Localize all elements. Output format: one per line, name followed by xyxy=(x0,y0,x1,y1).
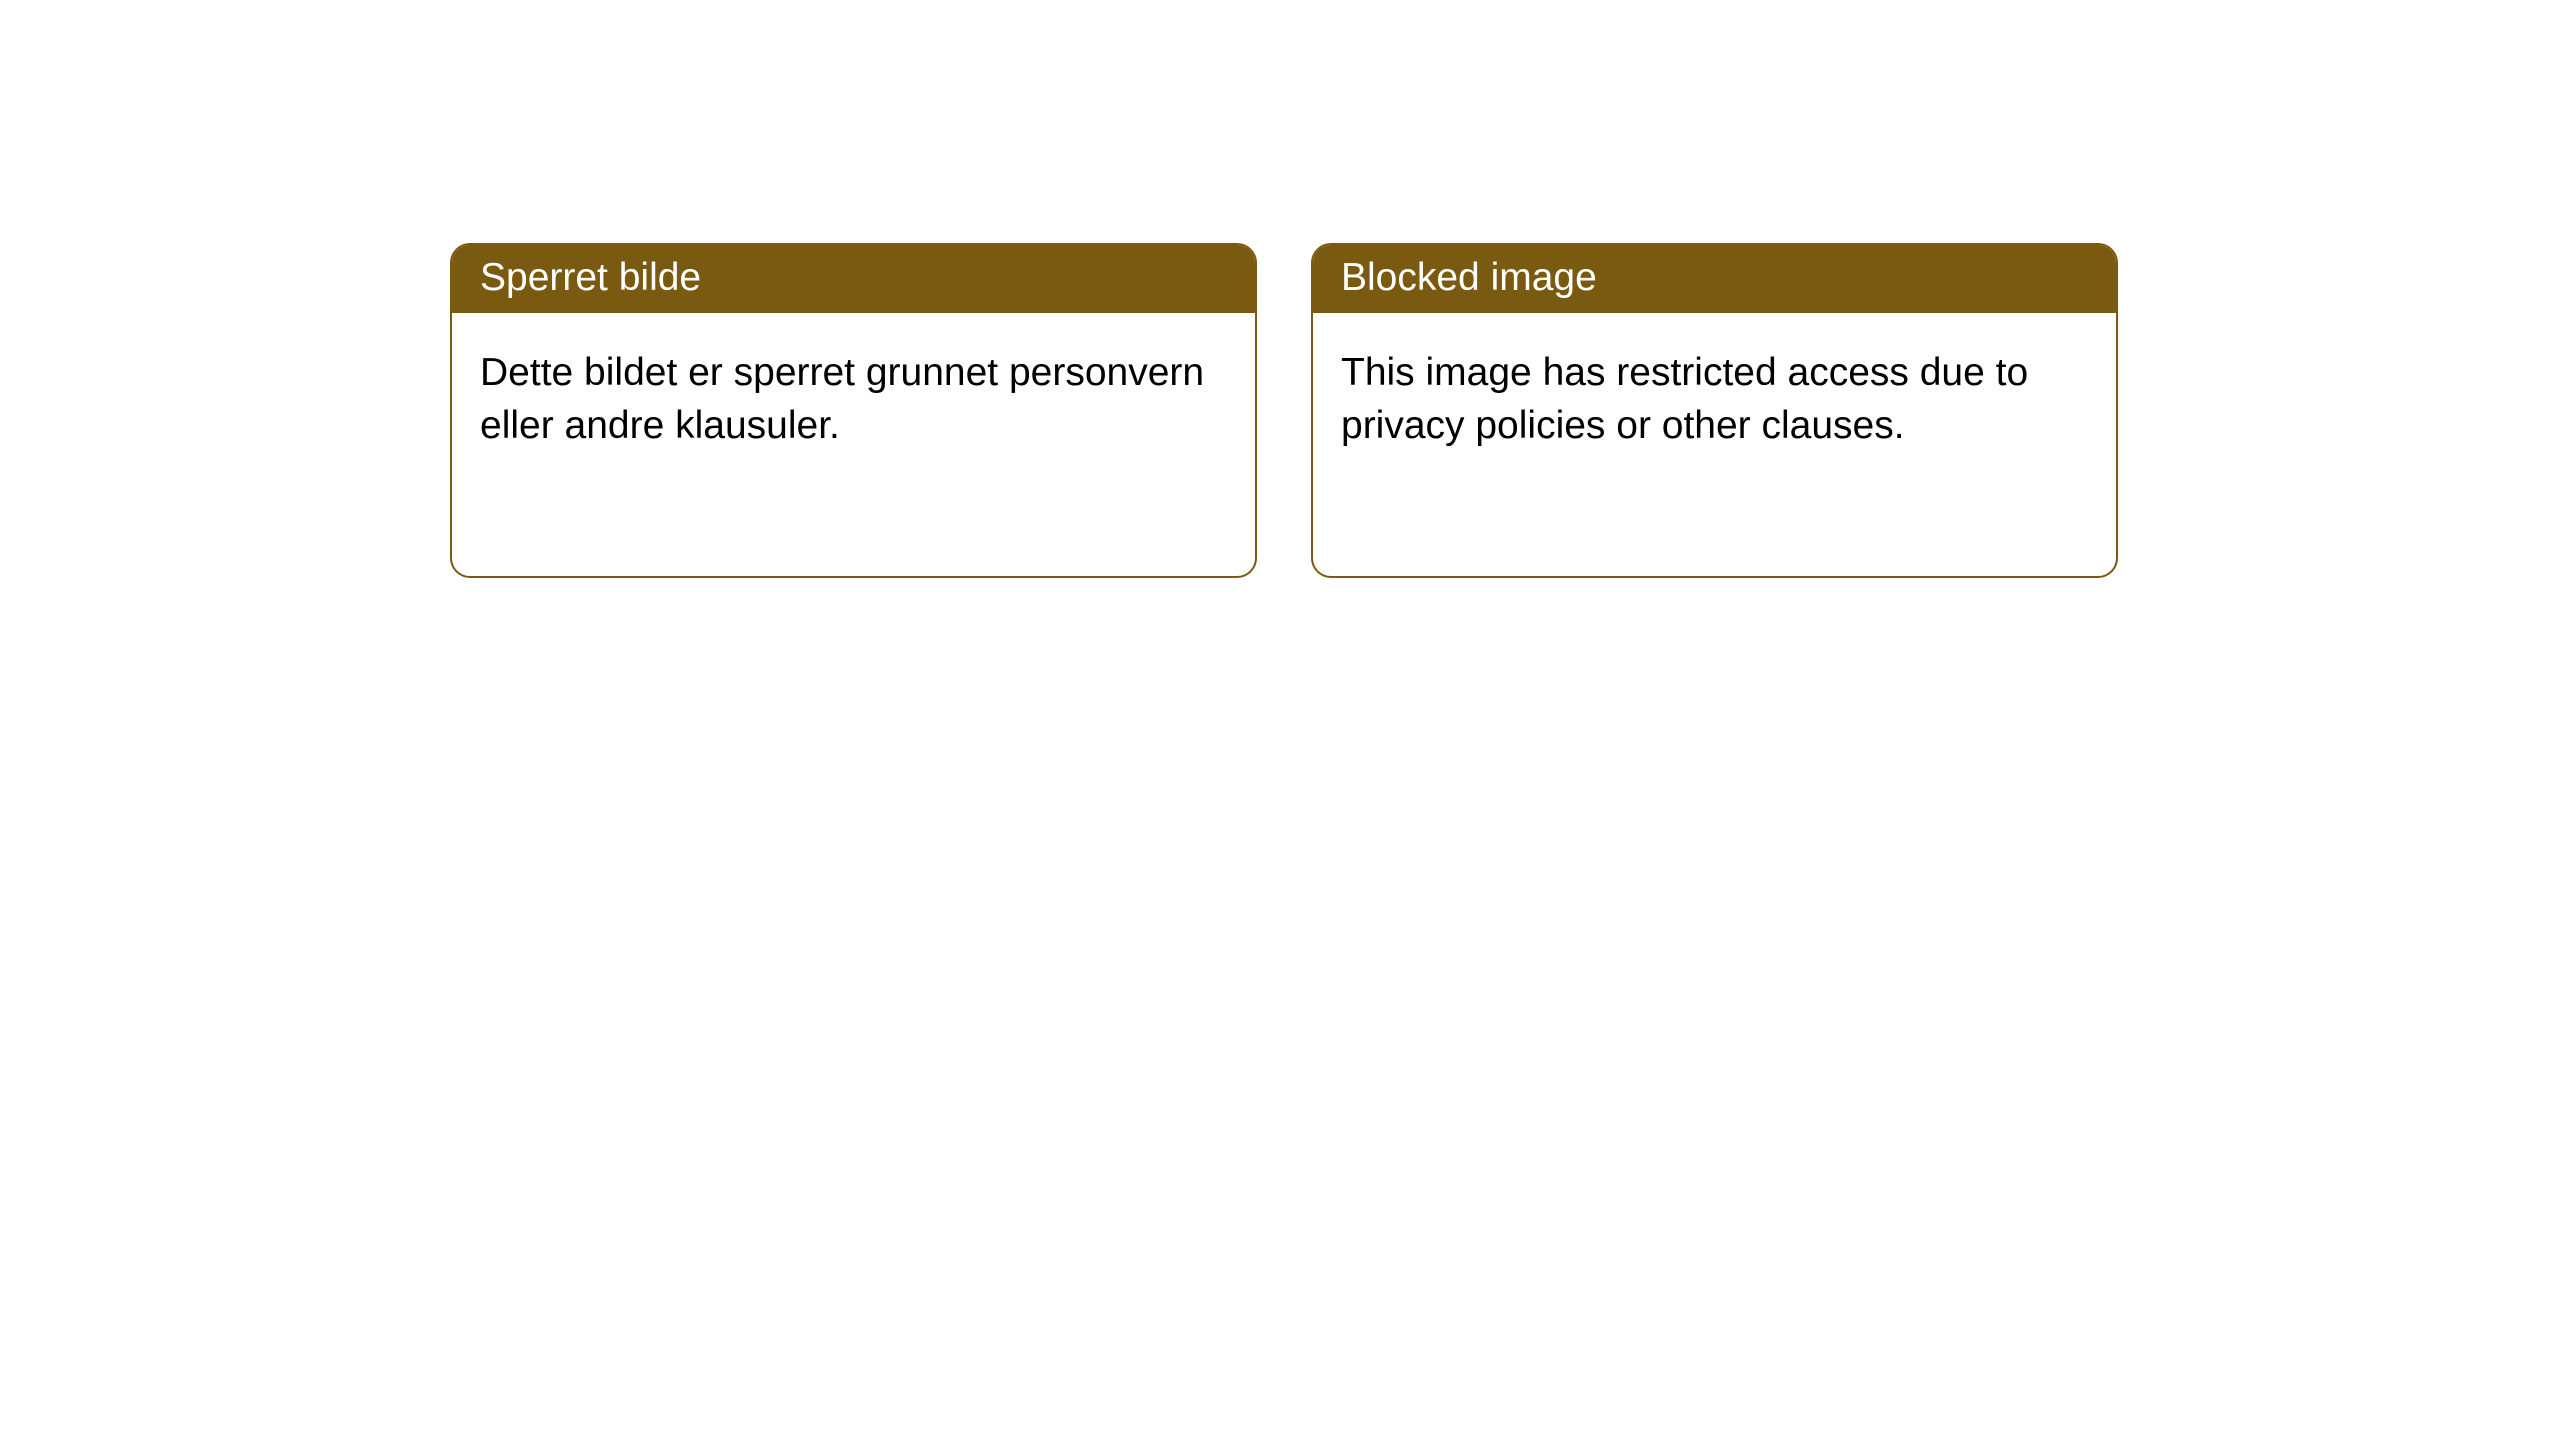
blocked-image-card-english: Blocked image This image has restricted … xyxy=(1311,243,2118,578)
card-title-english: Blocked image xyxy=(1341,256,1597,299)
card-body-text-english: This image has restricted access due to … xyxy=(1341,351,2028,447)
card-header-english: Blocked image xyxy=(1313,245,2116,313)
notice-container: Sperret bilde Dette bildet er sperret gr… xyxy=(0,0,2560,578)
blocked-image-card-norwegian: Sperret bilde Dette bildet er sperret gr… xyxy=(450,243,1257,578)
card-body-text-norwegian: Dette bildet er sperret grunnet personve… xyxy=(480,351,1204,447)
card-body-english: This image has restricted access due to … xyxy=(1313,313,2116,480)
card-title-norwegian: Sperret bilde xyxy=(480,256,701,299)
card-body-norwegian: Dette bildet er sperret grunnet personve… xyxy=(452,313,1255,480)
card-header-norwegian: Sperret bilde xyxy=(452,245,1255,313)
